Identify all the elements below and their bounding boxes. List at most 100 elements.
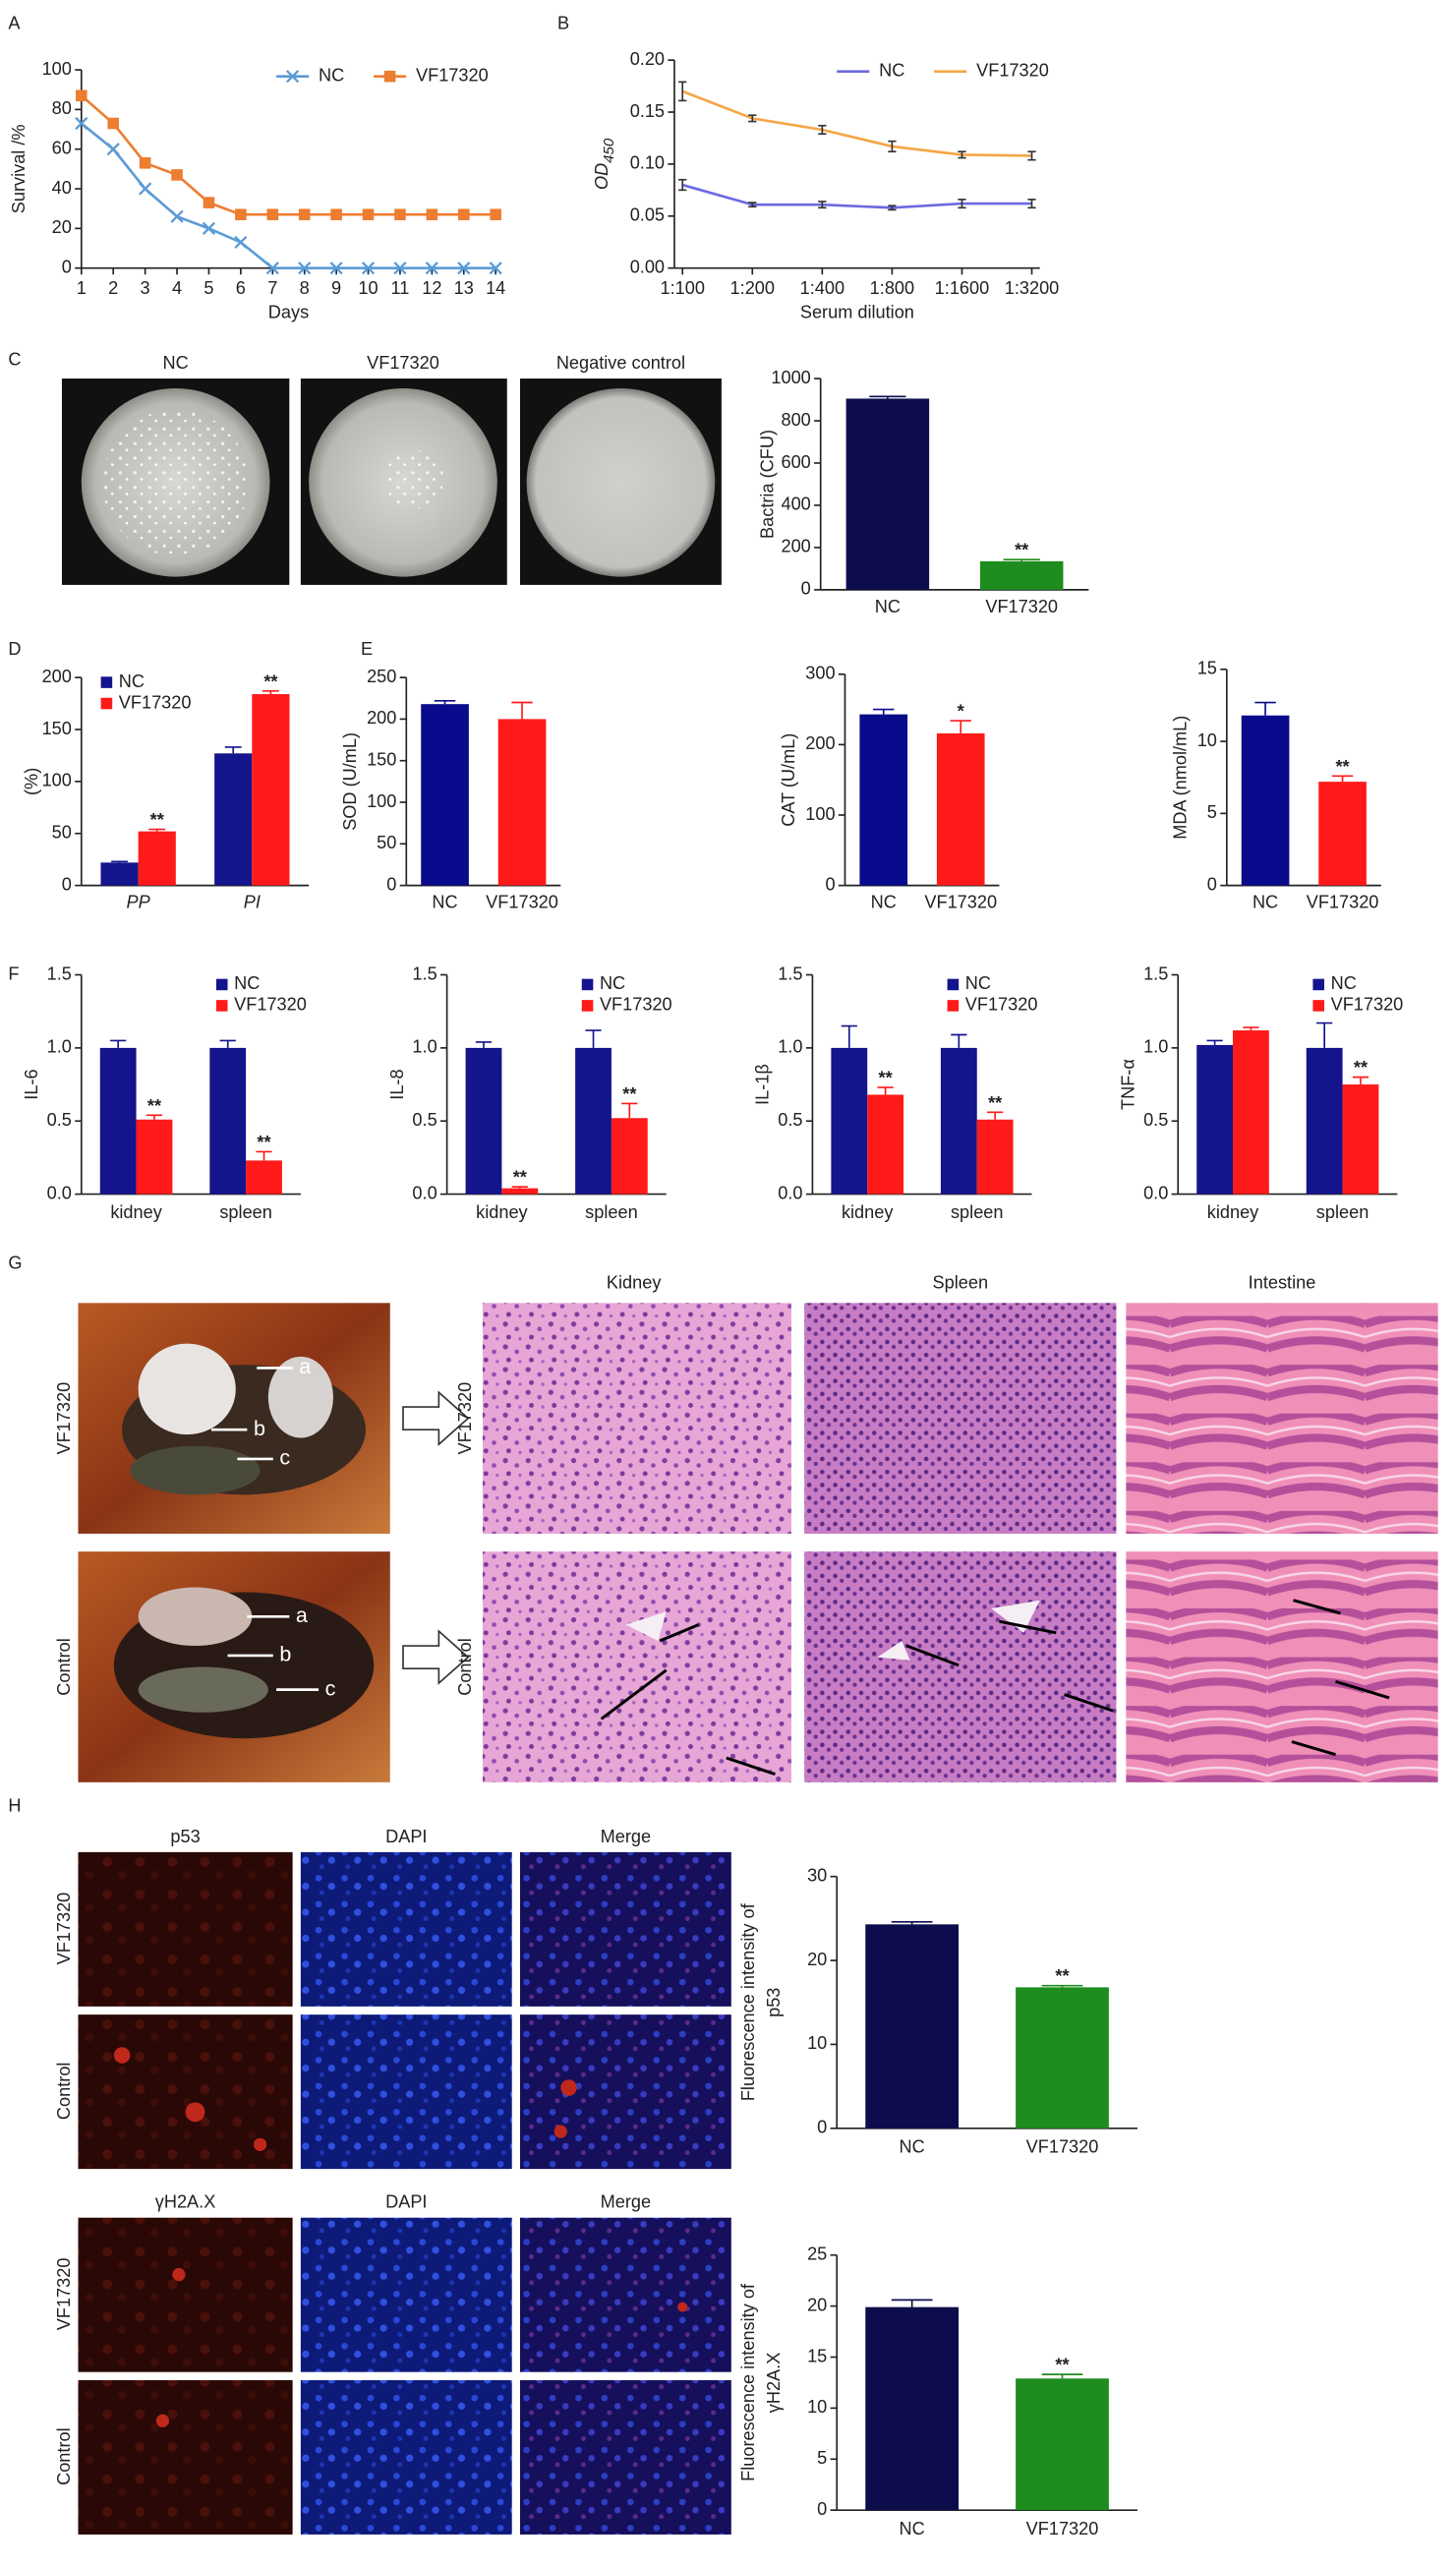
x-tick-label: 9 bbox=[331, 278, 341, 298]
x-tick-label: 11 bbox=[391, 278, 410, 298]
y-tick-label: 100 bbox=[42, 771, 72, 790]
arrow-label: a bbox=[296, 1604, 308, 1627]
legend-label: NC bbox=[965, 973, 991, 993]
row-label: Control bbox=[455, 1638, 475, 1696]
marker bbox=[171, 169, 183, 181]
y-tick-label: 1.0 bbox=[778, 1037, 802, 1057]
bar bbox=[845, 398, 930, 590]
significance: ** bbox=[257, 1133, 271, 1152]
significance: ** bbox=[150, 810, 165, 830]
y-tick-label: 0.00 bbox=[630, 257, 665, 276]
error-bar bbox=[111, 860, 128, 863]
colonies bbox=[384, 449, 444, 509]
marker bbox=[107, 117, 119, 130]
legend-item: NC bbox=[215, 973, 260, 993]
black-arrows bbox=[600, 1599, 1390, 1776]
marker bbox=[139, 157, 151, 169]
y-tick-label: 10 bbox=[1197, 730, 1217, 750]
error-bar bbox=[818, 124, 827, 136]
bar bbox=[138, 831, 176, 886]
marker bbox=[76, 89, 87, 102]
significance: ** bbox=[1015, 541, 1029, 560]
marker bbox=[362, 208, 375, 221]
marker bbox=[490, 208, 501, 221]
dish bbox=[526, 387, 716, 577]
row-label: VF17320 bbox=[455, 1382, 475, 1455]
bar bbox=[497, 719, 547, 886]
bar bbox=[209, 1047, 247, 1195]
significance: * bbox=[958, 702, 965, 722]
bar bbox=[1016, 2378, 1109, 2511]
y-tick-label: 80 bbox=[52, 98, 72, 118]
legend-item: VF17320 bbox=[581, 995, 672, 1015]
legend-swatch bbox=[581, 1000, 594, 1012]
legend-item: NC bbox=[947, 973, 991, 993]
marker bbox=[425, 262, 438, 275]
y-axis-label: Survival /% bbox=[9, 124, 29, 213]
error-bar bbox=[841, 1024, 857, 1048]
legend-item: NC bbox=[581, 973, 625, 993]
x-tick-label: VF17320 bbox=[985, 597, 1058, 616]
error-bar bbox=[748, 202, 757, 208]
y-tick-label: 0.0 bbox=[412, 1183, 437, 1202]
x-tick-label: NC bbox=[1252, 893, 1278, 912]
x-tick-label: 8 bbox=[300, 278, 310, 298]
bar bbox=[99, 1047, 137, 1195]
marker bbox=[457, 208, 470, 221]
x-tick-label: NC bbox=[900, 2136, 925, 2156]
bar bbox=[246, 1160, 282, 1195]
y-axis-label: MDA (nmol/mL) bbox=[1170, 716, 1190, 840]
y-tick-label: 1.5 bbox=[47, 963, 72, 983]
y-tick-label: 0.0 bbox=[47, 1183, 72, 1202]
bar bbox=[1016, 1987, 1109, 2129]
error-bar bbox=[1316, 1021, 1333, 1048]
x-tick-label: 5 bbox=[204, 278, 213, 298]
organ bbox=[138, 1587, 253, 1647]
marker bbox=[330, 208, 342, 221]
y-tick-label: 0 bbox=[62, 257, 72, 276]
y-axis-label: Bactria (CFU) bbox=[758, 430, 778, 539]
y-axis-label: Fluorescence intensity of bbox=[738, 2283, 758, 2481]
bar bbox=[465, 1047, 502, 1195]
y-axis-label: p53 bbox=[764, 1988, 784, 2017]
bar bbox=[1233, 1030, 1269, 1195]
error-bar bbox=[748, 114, 757, 123]
x-tick-label: VF17320 bbox=[1026, 2136, 1099, 2156]
column-label: DAPI bbox=[385, 1827, 427, 1846]
y-tick-label: 0.15 bbox=[630, 101, 665, 121]
legend-label: NC bbox=[119, 671, 145, 691]
x-tick-label: 10 bbox=[358, 278, 378, 298]
x-tick-label: spleen bbox=[219, 1202, 272, 1222]
row-label: VF17320 bbox=[54, 1893, 74, 1965]
fluorescence-image bbox=[519, 2217, 731, 2372]
legend-swatch bbox=[947, 978, 960, 991]
white-arrows bbox=[210, 1367, 320, 1691]
y-tick-label: 0 bbox=[817, 2118, 827, 2137]
x-tick-label: 1:800 bbox=[870, 278, 914, 298]
significance: ** bbox=[1055, 2356, 1070, 2375]
y-tick-label: 100 bbox=[367, 791, 396, 811]
legend-label: VF17320 bbox=[600, 995, 672, 1015]
marker bbox=[489, 262, 502, 275]
x-tick-label: kidney bbox=[1207, 1202, 1259, 1222]
error-bar bbox=[873, 708, 895, 715]
x-tick-label: 1:200 bbox=[730, 278, 775, 298]
panel-label: F bbox=[8, 963, 19, 983]
row-label: VF17320 bbox=[54, 1382, 74, 1455]
error-bar bbox=[891, 1920, 933, 1925]
error-bar bbox=[888, 140, 897, 153]
y-tick-label: 1.0 bbox=[1143, 1037, 1168, 1057]
y-tick-label: 0.10 bbox=[630, 153, 665, 173]
histology-image bbox=[482, 1551, 791, 1782]
marker bbox=[298, 262, 312, 275]
y-tick-label: 5 bbox=[817, 2448, 827, 2468]
y-tick-label: 1.5 bbox=[1143, 963, 1168, 983]
y-tick-label: 10 bbox=[807, 2397, 827, 2417]
significance: ** bbox=[513, 1168, 528, 1188]
legend-item: VF17320 bbox=[374, 65, 489, 85]
column-label: DAPI bbox=[385, 2192, 427, 2212]
y-tick-label: 1000 bbox=[771, 368, 810, 387]
y-tick-label: 150 bbox=[42, 719, 72, 738]
y-axis-label: IL-8 bbox=[387, 1069, 407, 1099]
